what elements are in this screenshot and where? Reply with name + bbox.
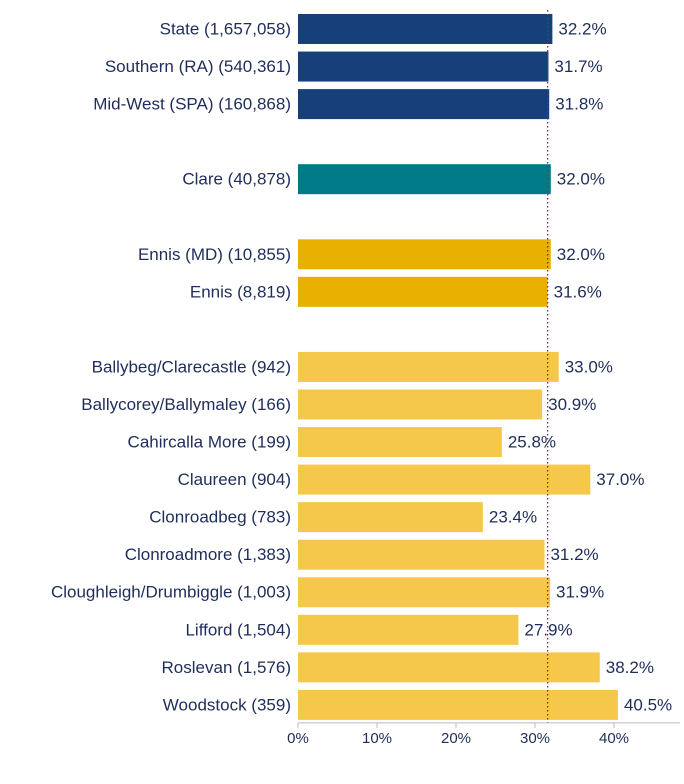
value-label: 38.2% [606, 658, 654, 677]
bar [298, 539, 545, 570]
category-label: Clonroadmore (1,383) [125, 545, 291, 564]
value-label: 32.2% [558, 19, 606, 38]
bar [298, 389, 543, 420]
value-label: 31.7% [554, 57, 602, 76]
value-label: 30.9% [548, 395, 596, 414]
value-label: 23.4% [489, 508, 537, 527]
value-label: 37.0% [596, 470, 644, 489]
value-label: 31.6% [554, 282, 602, 301]
category-label: Claureen (904) [178, 470, 291, 489]
x-tick-label: 40% [599, 730, 629, 747]
bar [298, 464, 591, 495]
category-label: Southern (RA) (540,361) [105, 57, 291, 76]
category-label: Ennis (8,819) [190, 282, 291, 301]
category-label: Ennis (MD) (10,855) [138, 245, 291, 264]
bar [298, 502, 483, 533]
bar [298, 577, 551, 608]
category-label: Woodstock (359) [163, 695, 291, 714]
x-tick-label: 0% [287, 730, 309, 747]
value-label: 32.0% [557, 245, 605, 264]
bar [298, 427, 502, 458]
category-label: Lifford (1,504) [185, 620, 291, 639]
x-tick-label: 10% [362, 730, 392, 747]
x-tick-label: 20% [441, 730, 471, 747]
category-label: Clonroadbeg (783) [149, 508, 291, 527]
category-label: Mid-West (SPA) (160,868) [93, 95, 291, 114]
x-tick-label: 30% [520, 730, 550, 747]
value-label: 32.0% [557, 170, 605, 189]
bar [298, 14, 553, 44]
value-label: 31.8% [555, 95, 603, 114]
value-label: 25.8% [508, 433, 556, 452]
value-label: 31.9% [556, 583, 604, 602]
category-label: State (1,657,058) [160, 19, 291, 38]
category-label: Roslevan (1,576) [162, 658, 291, 677]
bar [298, 164, 551, 195]
bar [298, 51, 549, 82]
bar [298, 351, 559, 382]
bar [298, 276, 548, 307]
value-label: 31.2% [550, 545, 598, 564]
category-label: Cahircalla More (199) [128, 433, 291, 452]
bar [298, 89, 550, 120]
value-label: 40.5% [624, 695, 672, 714]
bar [298, 614, 519, 645]
bar [298, 689, 618, 720]
category-label: Ballybeg/Clarecastle (942) [92, 357, 291, 376]
category-label: Cloughleigh/Drumbiggle (1,003) [51, 583, 291, 602]
value-label: 27.9% [524, 620, 572, 639]
bar [298, 652, 600, 683]
category-label: Clare (40,878) [182, 170, 291, 189]
bar [298, 239, 551, 270]
category-label: Ballycorey/Ballymaley (166) [81, 395, 291, 414]
value-label: 33.0% [565, 357, 613, 376]
